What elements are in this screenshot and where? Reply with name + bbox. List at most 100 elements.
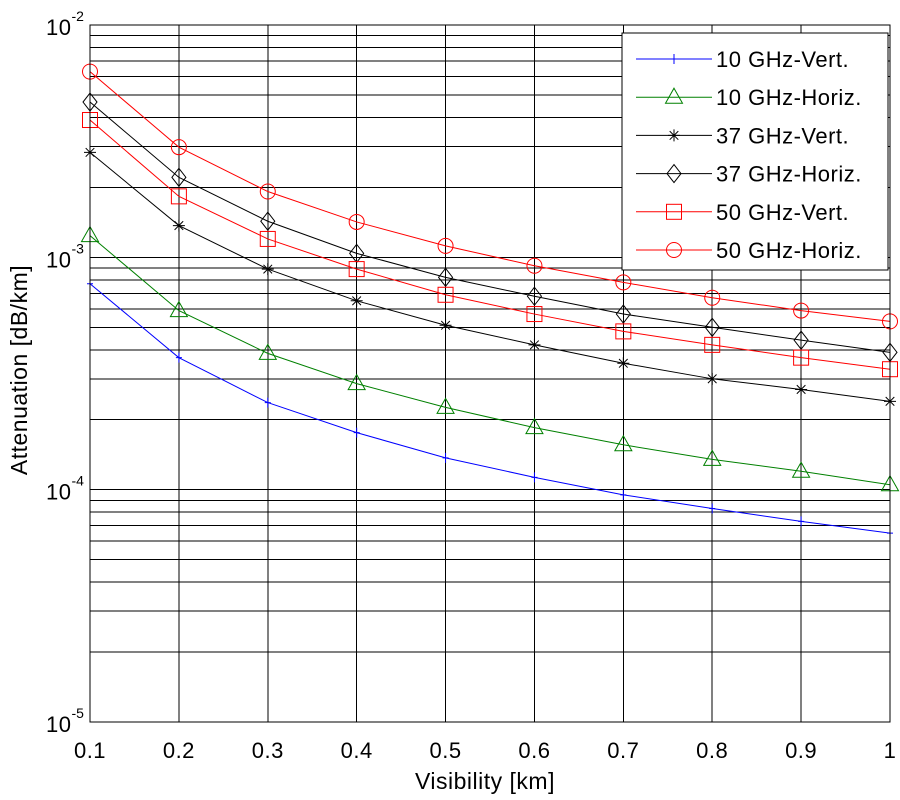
plot-area-frame	[89, 24, 891, 723]
data-point-10-ghz-horiz-1	[169, 300, 189, 318]
x-tick-label: 0.1	[74, 738, 106, 763]
data-point-10-ghz-vert-5	[531, 472, 538, 483]
legend-entry-10-ghz-vert: 10 GHz-Vert.	[636, 47, 849, 72]
legend-marker-37-ghz-horiz	[666, 163, 682, 184]
series-50-ghz-horiz	[82, 63, 898, 330]
data-point-50-ghz-horiz-8	[793, 302, 810, 319]
y-tick-label: 10-2	[46, 8, 84, 40]
data-point-37-ghz-vert-2	[261, 263, 274, 276]
data-point-10-ghz-vert-6	[620, 489, 627, 500]
data-point-10-ghz-vert-3	[353, 427, 360, 438]
y-tick-label: 10-5	[46, 705, 84, 737]
data-point-10-ghz-vert-4	[442, 452, 449, 463]
series-line-37-ghz-horiz	[89, 101, 891, 353]
data-point-37-ghz-horiz-8	[793, 330, 809, 350]
data-point-37-ghz-horiz-7	[704, 317, 720, 338]
legend-marker-37-ghz-vert	[668, 129, 680, 142]
data-point-37-ghz-vert-1	[172, 219, 185, 232]
legend-label-10-ghz-vert: 10 GHz-Vert.	[716, 47, 849, 72]
x-tick-label: 0.7	[607, 738, 639, 763]
data-point-10-ghz-horiz-3	[347, 373, 367, 391]
legend-marker-10-ghz-vert	[671, 54, 677, 64]
y-tick-base: 10	[46, 15, 71, 40]
data-point-50-ghz-horiz-1	[170, 139, 187, 156]
data-point-10-ghz-horiz-2	[258, 343, 278, 360]
data-point-37-ghz-vert-4	[439, 319, 452, 332]
data-point-37-ghz-horiz-1	[171, 167, 187, 188]
series-line-37-ghz-vert	[89, 151, 891, 402]
y-tick-label: 10-4	[46, 473, 84, 505]
legend-label-50-ghz-vert: 50 GHz-Vert.	[716, 200, 849, 225]
y-tick-exponent: -5	[71, 705, 84, 721]
series-line-10-ghz-vert	[89, 283, 891, 534]
legend-label-50-ghz-horiz: 50 GHz-Horiz.	[716, 238, 862, 263]
data-point-10-ghz-horiz-8	[791, 461, 811, 478]
data-point-37-ghz-horiz-6	[615, 304, 631, 324]
data-point-10-ghz-horiz-5	[525, 417, 544, 435]
data-point-50-ghz-vert-8	[793, 349, 810, 366]
x-tick-label: 0.2	[163, 738, 195, 763]
data-point-50-ghz-horiz-2	[259, 183, 276, 200]
y-tick-base: 10	[46, 712, 71, 737]
data-point-50-ghz-horiz-7	[704, 289, 721, 306]
data-point-37-ghz-horiz-5	[526, 286, 543, 307]
data-point-37-ghz-vert-3	[350, 294, 363, 307]
data-point-37-ghz-horiz-4	[437, 267, 454, 288]
x-tick-label: 0.9	[785, 738, 817, 763]
legend-entry-37-ghz-vert: 37 GHz-Vert.	[636, 123, 849, 148]
data-point-10-ghz-vert-8	[798, 516, 805, 527]
y-tick-exponent: -4	[71, 473, 84, 489]
x-tick-label: 0.5	[430, 738, 462, 763]
data-point-37-ghz-vert-6	[617, 357, 630, 370]
x-axis-ticks: 0.1 0.2 0.3 0.4 0.5 0.6 0.7 0.8 0.9 1	[74, 738, 896, 763]
data-point-50-ghz-vert-4	[437, 286, 454, 303]
data-point-50-ghz-vert-3	[348, 261, 365, 278]
data-point-37-ghz-horiz-2	[260, 211, 276, 232]
legend-marker-50-ghz-vert	[666, 203, 682, 220]
data-point-50-ghz-horiz-3	[348, 213, 365, 230]
legend-label-10-ghz-horiz: 10 GHz-Horiz.	[716, 85, 862, 110]
data-point-50-ghz-horiz-4	[437, 237, 454, 254]
x-tick-label: 0.4	[341, 738, 373, 763]
data-point-50-ghz-vert-6	[615, 323, 632, 340]
data-point-10-ghz-vert-7	[709, 503, 716, 514]
data-point-10-ghz-horiz-7	[702, 449, 722, 466]
data-point-50-ghz-horiz-5	[526, 257, 543, 274]
series-50-ghz-vert	[82, 112, 898, 378]
data-point-10-ghz-horiz-6	[613, 434, 633, 452]
data-point-50-ghz-vert-1	[170, 188, 187, 205]
data-point-37-ghz-horiz-3	[349, 243, 365, 264]
data-point-37-ghz-vert-7	[706, 372, 719, 385]
data-point-37-ghz-vert-8	[795, 383, 808, 396]
y-tick-base: 10	[46, 480, 71, 505]
y-tick-exponent: -3	[71, 240, 84, 256]
x-tick-label: 0.6	[518, 738, 550, 763]
data-point-10-ghz-vert-1	[175, 352, 182, 363]
legend-marker-10-ghz-horiz	[664, 87, 684, 104]
legend-entry-37-ghz-horiz: 37 GHz-Horiz.	[636, 162, 862, 187]
x-tick-label: 0.3	[252, 738, 284, 763]
y-axis-ticks: 10-210-310-410-5	[46, 8, 84, 737]
series-line-50-ghz-vert	[89, 119, 891, 370]
legend: 10 GHz-Vert. 10 GHz-Horiz. 37 GHz-Vert. 37 …	[621, 32, 889, 271]
x-tick-label: 1	[884, 738, 897, 763]
legend-entry-50-ghz-horiz: 50 GHz-Horiz.	[636, 238, 862, 263]
series-line-50-ghz-horiz	[89, 71, 891, 322]
data-point-50-ghz-vert-5	[526, 306, 543, 323]
legend-label-37-ghz-vert: 37 GHz-Vert.	[716, 123, 849, 148]
y-tick-exponent: -2	[71, 8, 84, 24]
legend-entry-50-ghz-vert: 50 GHz-Vert.	[636, 200, 849, 225]
series-37-ghz-horiz	[82, 92, 898, 363]
data-point-50-ghz-horiz-6	[615, 274, 632, 291]
series-line-10-ghz-horiz	[89, 235, 891, 486]
y-tick-base: 10	[46, 247, 71, 272]
data-point-10-ghz-horiz-4	[436, 397, 455, 414]
y-tick-label: 10-3	[46, 240, 84, 272]
legend-entry-10-ghz-horiz: 10 GHz-Horiz.	[636, 85, 862, 110]
y-axis-label: Attenuation [dB/km]	[6, 265, 32, 475]
legend-box	[621, 32, 889, 271]
legend-label-37-ghz-horiz: 37 GHz-Horiz.	[716, 162, 862, 187]
x-axis-label: Visibility [km]	[415, 768, 555, 794]
data-point-50-ghz-vert-7	[704, 336, 721, 353]
